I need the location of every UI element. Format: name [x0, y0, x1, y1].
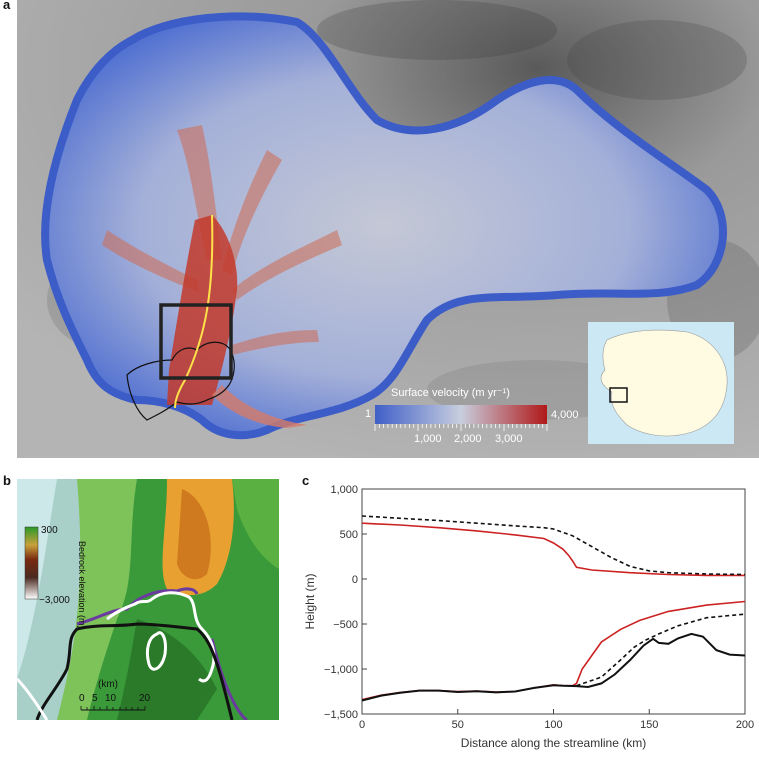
series-line-0	[361, 522, 745, 577]
x-tick-label: 100	[544, 719, 562, 731]
velocity-colorbar: Surface velocity (m yr⁻¹) 1 4,000 1,000 …	[365, 387, 579, 445]
scalebar: (km) 0 5 10 20	[79, 679, 151, 711]
scalebar-label-5: 5	[92, 693, 98, 704]
series-line-1	[361, 515, 746, 576]
ice-tongue	[212, 385, 307, 428]
y-tick-label: 1,000	[330, 484, 358, 496]
grounding-line	[126, 341, 235, 421]
colorbar-tick-3000: 3,000	[495, 433, 523, 445]
series-line-3	[576, 613, 746, 687]
bedrock-colorbar-top: 300	[41, 525, 58, 536]
y-tick-label: 500	[340, 529, 358, 541]
x-tick-label: 0	[359, 719, 365, 731]
y-tick-label: −500	[333, 619, 358, 631]
white-grounding-line	[106, 591, 216, 683]
colorbar-title: Surface velocity (m yr⁻¹)	[391, 387, 510, 399]
y-tick-label: −1,500	[324, 709, 358, 721]
white-coast-line	[15, 677, 49, 721]
x-axis-label: Distance along the streamline (km)	[461, 736, 646, 750]
colorbar-min-label: 1	[365, 408, 371, 420]
panel-b-bedrock-map: 300 −3,000 Bedrock elevation (m) (km) 0 …	[15, 479, 279, 722]
x-tick-label: 150	[640, 719, 658, 731]
panel-a-letter: a	[3, 0, 11, 12]
bedrock-colorbar-bottom: −3,000	[39, 595, 70, 606]
y-axis-label: Height (m)	[303, 573, 317, 629]
panel-a-velocity-map: Surface velocity (m yr⁻¹) 1 4,000 1,000 …	[17, 0, 759, 458]
fast-flow-trunk	[167, 215, 238, 405]
colorbar-max-label: 4,000	[551, 409, 579, 421]
streamline	[174, 214, 214, 409]
panel-c-letter: c	[302, 473, 310, 488]
scalebar-label-10: 10	[105, 693, 117, 704]
scalebar-label-20: 20	[139, 693, 151, 704]
colorbar-tick-2000: 2,000	[454, 433, 482, 445]
purple-grounding-line	[76, 587, 248, 722]
y-tick-label: −1,000	[324, 664, 358, 676]
panel-b-extent-box	[159, 303, 233, 380]
bedrock-east-green	[232, 479, 279, 569]
panel-b-letter: b	[3, 473, 11, 488]
panel-c-profile-chart: 1,000 500 0 −500 −1,000 −1,500 0 50 100 150 200 D…	[300, 474, 759, 752]
colorbar-tick-1000: 1,000	[414, 433, 442, 445]
scalebar-unit: (km)	[98, 679, 118, 690]
profile-chart-svg: 1,000 500 0 −500 −1,000 −1,500 0 50 100 150 200 D…	[303, 484, 754, 750]
x-tick-label: 50	[452, 719, 464, 731]
y-tick-label: 0	[352, 574, 358, 586]
bedrock-colorbar: 300 −3,000 Bedrock elevation (m)	[24, 525, 87, 629]
bedrock-yellowgreen	[57, 479, 137, 720]
x-tick-label: 200	[736, 719, 754, 731]
antarctica-inset	[588, 322, 734, 444]
plot-frame	[361, 488, 746, 715]
bedrock-deep-green	[117, 619, 217, 720]
bedrock-colorbar-title: Bedrock elevation (m)	[77, 541, 87, 629]
panel-b-svg: 300 −3,000 Bedrock elevation (m) (km) 0 …	[15, 479, 279, 722]
bedrock-dark-orange	[177, 489, 211, 580]
panel-a-svg: Surface velocity (m yr⁻¹) 1 4,000 1,000 …	[17, 0, 759, 458]
series-line-4	[361, 632, 746, 702]
black-boundary-line	[35, 622, 234, 721]
scalebar-label-0: 0	[79, 693, 85, 704]
